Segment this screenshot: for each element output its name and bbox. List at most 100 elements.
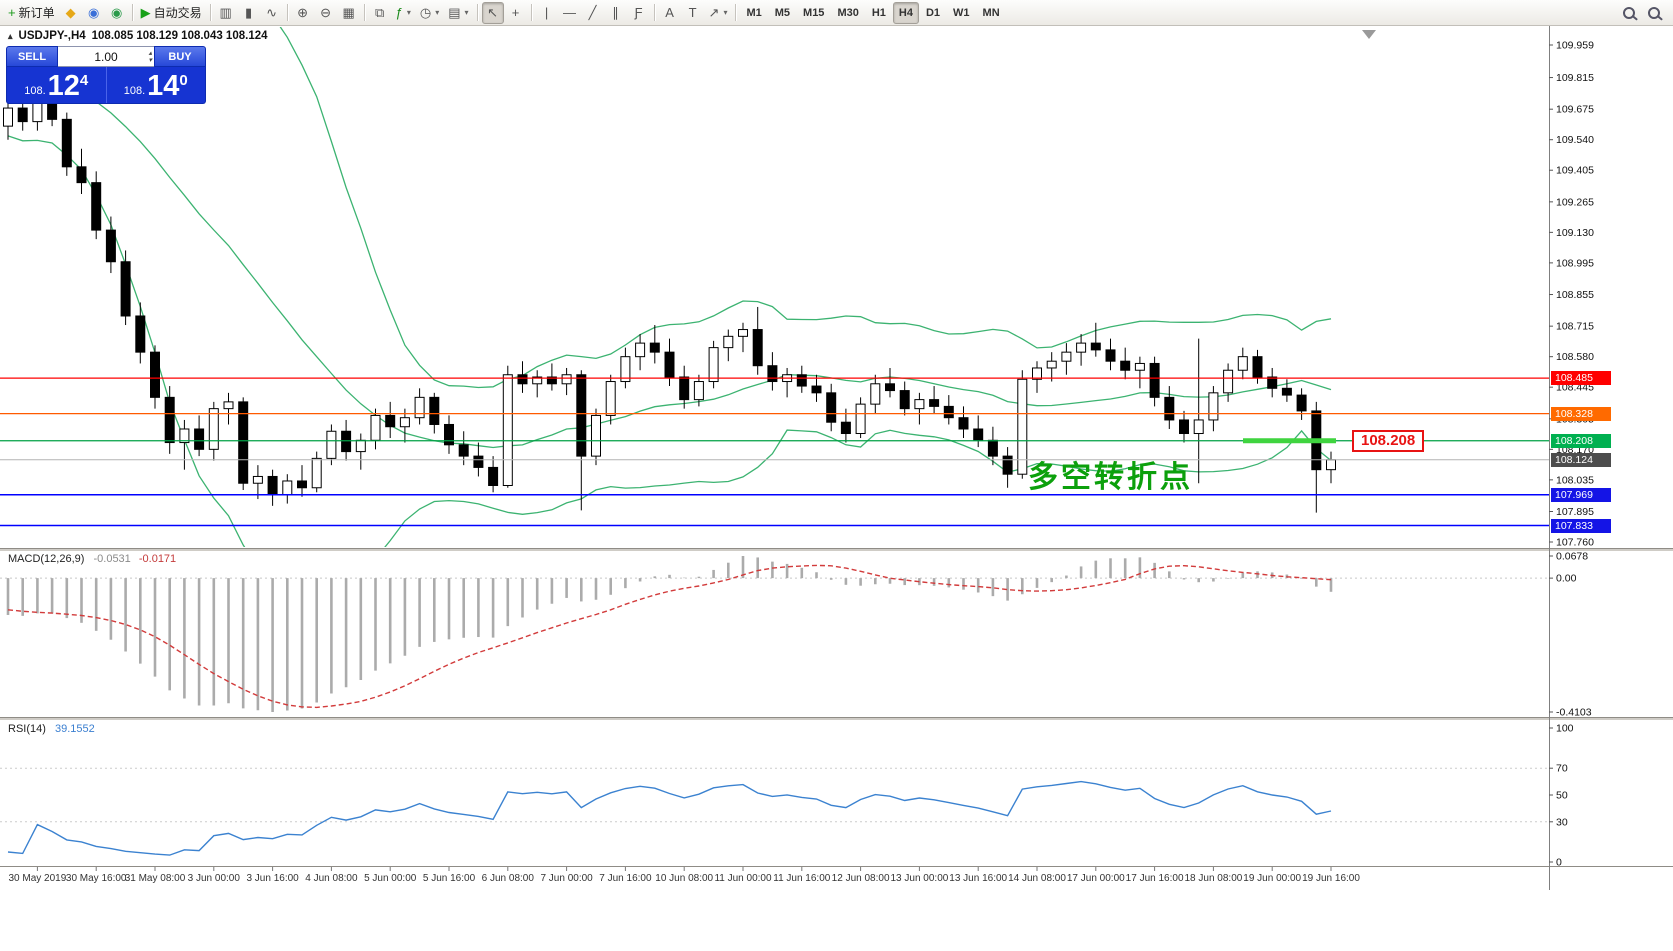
sell-button[interactable]: SELL [6, 46, 58, 67]
svg-text:4 Jun 08:00: 4 Jun 08:00 [305, 873, 358, 884]
bar-chart-button[interactable]: ▥ [215, 2, 237, 24]
autotrading-icon: ▶ [140, 5, 151, 20]
quick-search-button[interactable] [1643, 2, 1665, 24]
horizontal-line-icon: — [563, 5, 577, 20]
autotrading-label: 自动交易 [153, 6, 202, 20]
metaeditor-button[interactable]: ◆ [60, 2, 82, 24]
bar-chart-icon: ▥ [219, 5, 232, 20]
new-order-label: 新订单 [18, 6, 55, 20]
text-icon: A [665, 5, 674, 20]
one-click-collapse-button[interactable]: ▴ [8, 30, 13, 41]
text-label-icon: T [688, 5, 697, 20]
line-chart-button[interactable]: ∿ [261, 2, 283, 24]
grid-button[interactable]: ▦ [338, 2, 360, 24]
crosshair-button[interactable]: + [505, 2, 527, 24]
symbol-search-button[interactable] [1618, 2, 1640, 24]
cursor-button[interactable]: ↖ [481, 1, 504, 24]
highlight-price-label: 108.208 [1352, 430, 1425, 452]
new-order-button[interactable]: + 新订单 [4, 2, 59, 24]
arrows-button[interactable]: ↗ ▾ [705, 2, 732, 24]
svg-text:18 Jun 08:00: 18 Jun 08:00 [1184, 873, 1242, 884]
volume-field[interactable]: 1.00 ▴ ▾ [58, 46, 154, 67]
price-axis[interactable]: 109.959 109.815 109.675 109.540 109.405 109.2… [1549, 40, 1594, 869]
templates-button[interactable]: ▤ ▾ [444, 2, 472, 24]
price-line-badge: 107.969 [1551, 487, 1611, 502]
timeframe-m30-button[interactable]: M30 [831, 2, 864, 24]
text-button[interactable]: A [659, 2, 681, 24]
price-line-badge: 108.328 [1551, 406, 1611, 421]
fibonacci-button[interactable]: Ƒ [628, 2, 650, 24]
horizontal-line-button[interactable]: — [559, 2, 581, 24]
svg-text:11 Jun 00:00: 11 Jun 00:00 [714, 873, 772, 884]
equidistant-channel-button[interactable]: ∥ [605, 2, 627, 24]
svg-text:10 Jun 08:00: 10 Jun 08:00 [655, 873, 713, 884]
timeframe-m15-button[interactable]: M15 [797, 2, 830, 24]
buy-button[interactable]: BUY [154, 46, 206, 67]
macd-panel [0, 556, 1549, 712]
crosshair-icon: + [511, 5, 520, 20]
stepper-down-icon[interactable]: ▾ [148, 56, 152, 64]
periods-button[interactable]: ◷ ▾ [416, 2, 443, 24]
timeframe-mn-button[interactable]: MN [977, 2, 1006, 24]
toolbar-separator [476, 4, 478, 21]
buy-price[interactable]: 108. 14 0 [107, 67, 206, 103]
svg-text:17 Jun 00:00: 17 Jun 00:00 [1067, 873, 1125, 884]
svg-text:70: 70 [1556, 763, 1568, 775]
zoom-out-button[interactable]: ⊖ [315, 2, 337, 24]
toolbar-separator [363, 4, 365, 21]
svg-text:30 May 2019: 30 May 2019 [8, 873, 66, 884]
rsi-name: RSI(14) [8, 723, 46, 735]
sell-price[interactable]: 108. 12 4 [7, 67, 106, 103]
svg-text:109.815: 109.815 [1556, 72, 1594, 84]
sell-price-prefix: 108. [24, 85, 46, 97]
candlestick-chart-button[interactable]: ▮ [238, 2, 260, 24]
price-line-badge: 108.208 [1551, 433, 1611, 448]
autotrading-button[interactable]: ▶ 自动交易 [137, 2, 206, 24]
svg-text:0.0678: 0.0678 [1556, 551, 1588, 563]
market-watch-button[interactable]: ◉ [83, 2, 105, 24]
tile-windows-button[interactable]: ⧉ [369, 2, 391, 24]
dropdown-arrow-icon: ▾ [435, 8, 440, 17]
svg-text:11 Jun 16:00: 11 Jun 16:00 [773, 873, 831, 884]
dropdown-arrow-icon: ▾ [723, 8, 728, 17]
indicators-icon: ƒ [395, 5, 403, 20]
zoom-in-button[interactable]: ⊕ [292, 2, 314, 24]
price-line-badge: 107.833 [1551, 518, 1611, 533]
timeframe-w1-button[interactable]: W1 [947, 2, 976, 24]
timeframe-m5-button[interactable]: M5 [769, 2, 796, 24]
svg-text:108.715: 108.715 [1556, 321, 1594, 333]
navigator-button[interactable]: ◉ [106, 2, 128, 24]
volume-stepper[interactable]: ▴ ▾ [148, 47, 152, 66]
bollinger-bands [7, 27, 1332, 547]
one-click-trading-panel: SELL 1.00 ▴ ▾ BUY 108. 12 4 108. 14 0 [6, 46, 206, 104]
timeframe-m1-button[interactable]: M1 [740, 2, 767, 24]
tile-windows-icon: ⧉ [374, 5, 385, 20]
highlight-segment[interactable] [1243, 438, 1336, 444]
text-label-button[interactable]: T [682, 2, 704, 24]
timeframe-h4-button[interactable]: H4 [892, 1, 919, 24]
cursor-icon: ↖ [487, 5, 498, 20]
sell-price-big: 12 [47, 70, 80, 102]
indicators-button[interactable]: ƒ ▾ [392, 2, 415, 24]
trade-panel-controls: SELL 1.00 ▴ ▾ BUY [6, 46, 206, 67]
trendline-button[interactable]: ╱ [582, 2, 604, 24]
svg-text:100: 100 [1556, 723, 1574, 735]
svg-text:3 Jun 00:00: 3 Jun 00:00 [188, 873, 241, 884]
svg-text:13 Jun 16:00: 13 Jun 16:00 [949, 873, 1007, 884]
svg-text:-0.4103: -0.4103 [1556, 707, 1592, 719]
panel-frames [0, 26, 1673, 890]
vertical-line-button[interactable]: | [536, 2, 558, 24]
svg-text:5 Jun 00:00: 5 Jun 00:00 [364, 873, 417, 884]
stepper-up-icon[interactable]: ▴ [148, 49, 152, 57]
macd-indicator-label: MACD(12,26,9) -0.0531 -0.0171 [8, 553, 176, 565]
timeframe-h1-button[interactable]: H1 [866, 2, 892, 24]
svg-text:108.855: 108.855 [1556, 289, 1594, 301]
timeframe-d1-button[interactable]: D1 [920, 2, 946, 24]
svg-text:109.130: 109.130 [1556, 227, 1594, 239]
svg-text:0: 0 [1556, 857, 1562, 869]
dropdown-arrow-icon: ▾ [406, 8, 411, 17]
chart-shift-marker[interactable] [1362, 30, 1376, 39]
toolbar-left: + 新订单 ◆ ◉ ◉ ▶ 自动交易 ▥ ▮ ∿ ⊕ ⊖ ▦ ⧉ ƒ ▾ ◷ ▾ ▤ ▾ ↖ + | — ╱ ∥ Ƒ A T ↗ ▾ M1 M5… [4, 1, 1006, 24]
